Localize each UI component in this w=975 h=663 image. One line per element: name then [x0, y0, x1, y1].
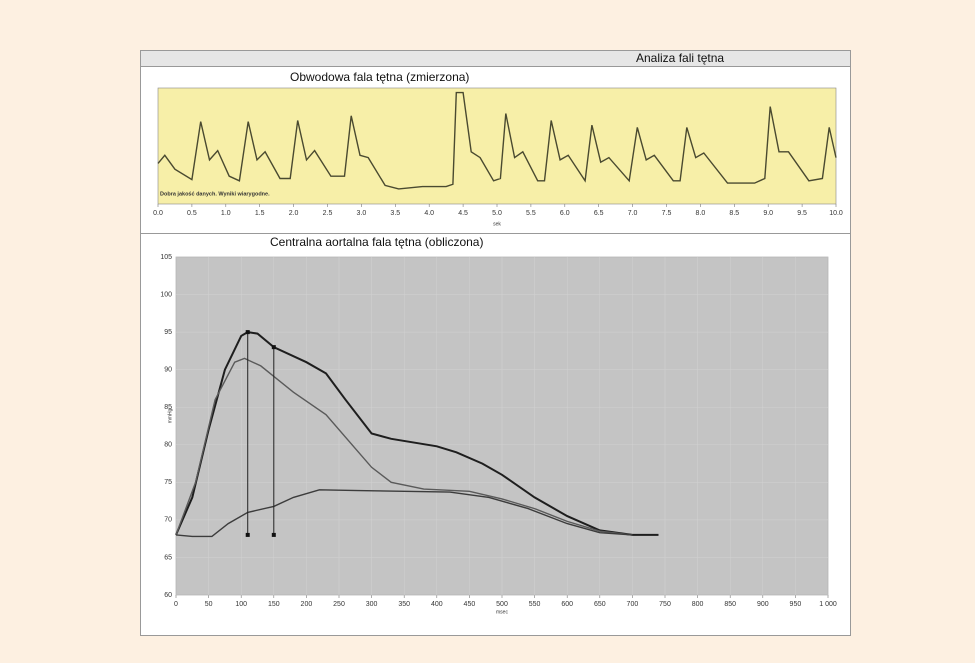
x-tick-label: 600 — [561, 601, 573, 608]
x-tick-label: 800 — [692, 601, 704, 608]
x-axis-label: sek — [493, 221, 501, 227]
x-tick-label: 4.5 — [458, 210, 468, 217]
y-axis-label: mmHg — [167, 408, 173, 423]
x-tick-label: 400 — [431, 601, 443, 608]
chart-title: Obwodowa fala tętna (zmierzona) — [290, 70, 469, 84]
x-tick-label: 3.5 — [390, 210, 400, 217]
marker-point — [245, 532, 250, 537]
x-tick-label: 6.5 — [594, 210, 604, 217]
x-tick-label: 250 — [333, 601, 345, 608]
x-tick-label: 9.0 — [763, 210, 773, 217]
x-tick-label: 0 — [174, 601, 178, 608]
plot-area — [157, 87, 837, 205]
data-line — [175, 489, 633, 538]
x-tick-label: 900 — [757, 601, 769, 608]
x-axis-label: msec — [496, 609, 508, 615]
x-tick-label: 7.0 — [628, 210, 638, 217]
x-tick-label: 500 — [496, 601, 508, 608]
x-tick-label: 8.0 — [696, 210, 706, 217]
x-tick-label: 200 — [301, 601, 313, 608]
x-tick-label: 150 — [268, 601, 280, 608]
y-tick-label: 60 — [164, 592, 172, 599]
x-tick-label: 100 — [235, 601, 247, 608]
data-line — [175, 331, 659, 536]
x-tick-label: 700 — [627, 601, 639, 608]
x-tick-label: 4.0 — [424, 210, 434, 217]
y-tick-label: 90 — [164, 367, 172, 374]
marker-point — [245, 330, 250, 335]
x-tick-label: 6.0 — [560, 210, 570, 217]
x-tick-label: 0.0 — [153, 210, 163, 217]
marker-point — [271, 345, 276, 350]
x-tick-label: 350 — [398, 601, 410, 608]
y-tick-label: 70 — [164, 517, 172, 524]
x-tick-label: 1.0 — [221, 210, 231, 217]
header-bar — [141, 51, 850, 66]
chart-title: Centralna aortalna fala tętna (obliczona… — [270, 235, 483, 249]
annotation: Dobra jakość danych. Wyniki wiarygodne. — [160, 191, 270, 197]
x-tick-label: 450 — [464, 601, 476, 608]
y-tick-label: 85 — [164, 404, 172, 411]
x-tick-label: 9.5 — [797, 210, 807, 217]
x-tick-label: 7.5 — [662, 210, 672, 217]
x-tick-label: 50 — [205, 601, 213, 608]
x-tick-label: 2.0 — [289, 210, 299, 217]
y-tick-label: 100 — [160, 291, 172, 298]
x-tick-label: 300 — [366, 601, 378, 608]
x-tick-label: 5.0 — [492, 210, 502, 217]
x-tick-label: 0.5 — [187, 210, 197, 217]
marker-point — [271, 532, 276, 537]
x-tick-label: 550 — [529, 601, 541, 608]
y-tick-label: 80 — [164, 442, 172, 449]
x-tick-label: 3.0 — [357, 210, 367, 217]
x-tick-label: 10.0 — [829, 210, 843, 217]
x-tick-label: 650 — [594, 601, 606, 608]
x-tick-label: 1.5 — [255, 210, 265, 217]
data-line — [157, 91, 837, 190]
x-tick-label: 2.5 — [323, 210, 333, 217]
y-tick-label: 75 — [164, 479, 172, 486]
x-tick-label: 850 — [724, 601, 736, 608]
header-title: Analiza fali tętna — [636, 51, 724, 65]
x-tick-label: 750 — [659, 601, 671, 608]
y-tick-label: 65 — [164, 554, 172, 561]
x-tick-label: 1 000 — [819, 601, 837, 608]
x-tick-label: 8.5 — [729, 210, 739, 217]
y-tick-label: 105 — [160, 254, 172, 261]
x-tick-label: 950 — [790, 601, 802, 608]
y-tick-label: 95 — [164, 329, 172, 336]
data-line — [175, 357, 633, 536]
x-tick-label: 5.5 — [526, 210, 536, 217]
